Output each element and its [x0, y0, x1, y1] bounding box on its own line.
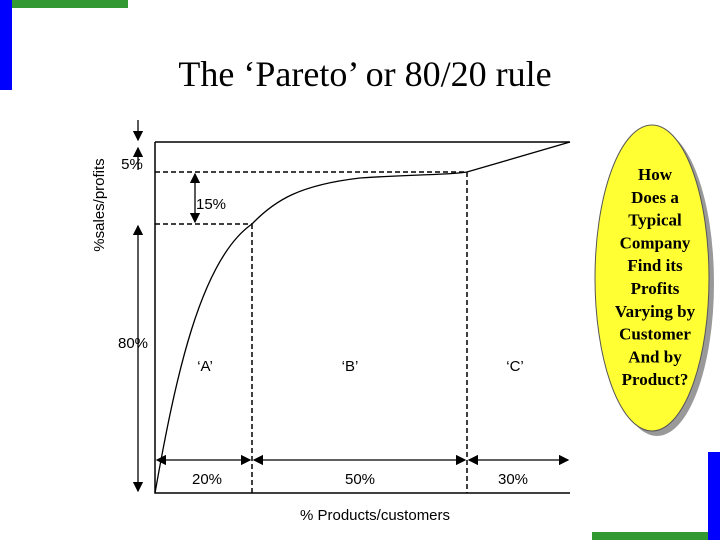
- callout-line: Typical: [628, 211, 682, 230]
- group-label: ‘A’: [197, 358, 213, 375]
- segment-label: 5%: [121, 156, 143, 173]
- callout-line: Does a: [631, 188, 679, 207]
- segment-label: 50%: [345, 471, 375, 488]
- callout-line: Profits: [631, 279, 680, 298]
- callout-line: Product?: [622, 370, 689, 389]
- accent-bar: [592, 532, 708, 540]
- guides: [155, 171, 468, 493]
- callout-line: Varying by: [615, 302, 696, 321]
- accent-bar: [708, 452, 720, 540]
- pareto-curve: [154, 141, 571, 494]
- accent-bar: [12, 0, 128, 8]
- callout-line: And by: [628, 347, 682, 366]
- callout-line: How: [638, 165, 673, 184]
- x-axis-label: % Products/customers: [300, 507, 450, 524]
- segment-label: 30%: [498, 471, 528, 488]
- group-label: ‘B’: [342, 358, 359, 375]
- callout-line: Customer: [619, 325, 691, 344]
- segment-label: 20%: [192, 471, 222, 488]
- frame: [154, 141, 570, 494]
- segment-label: 80%: [118, 335, 148, 352]
- callout-line: Find its: [627, 256, 683, 275]
- accent-bar: [0, 0, 12, 90]
- callout-text: How Does a Typical Company Find its Profits Va…: [615, 165, 696, 389]
- callout-line: Company: [620, 233, 691, 252]
- callout: [594, 124, 710, 432]
- segment-label: 15%: [196, 196, 226, 213]
- group-label: ‘C’: [506, 358, 524, 375]
- title: The ‘Pareto’ or 80/20 rule: [178, 54, 551, 94]
- y-axis-label: %sales/profits: [91, 158, 108, 251]
- arrows: [132, 120, 570, 493]
